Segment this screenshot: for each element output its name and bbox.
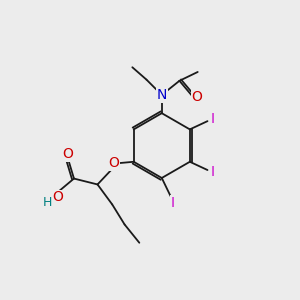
Text: O: O [108,156,119,170]
Text: N: N [157,88,167,102]
Text: O: O [192,90,203,104]
Text: I: I [211,112,215,126]
Text: I: I [171,196,175,210]
Text: I: I [211,165,215,179]
Text: O: O [52,190,63,204]
Text: O: O [63,147,74,161]
Text: H: H [43,196,52,208]
